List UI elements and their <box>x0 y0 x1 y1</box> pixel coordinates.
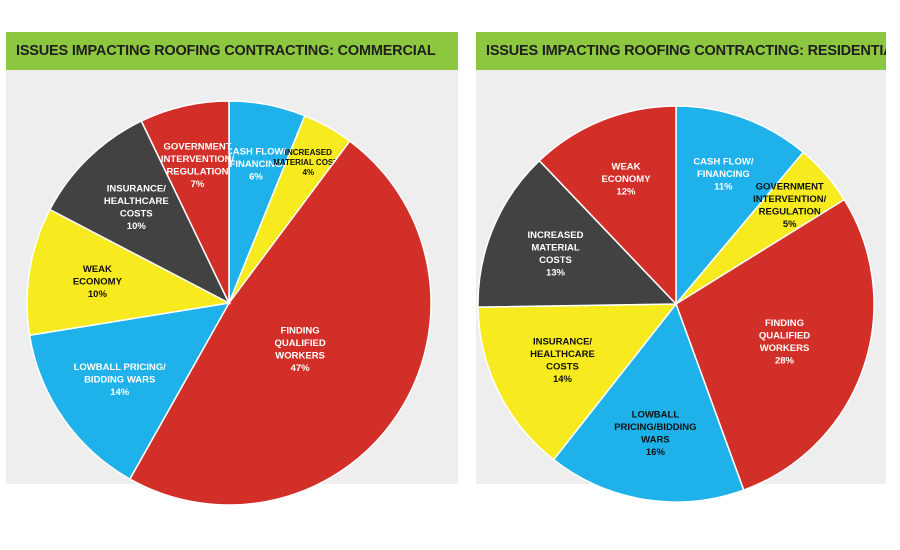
residential-slice-value-4: 14% <box>553 374 573 385</box>
residential-slice-value-3: 16% <box>646 447 666 458</box>
commercial-slice-label-3: LOWBALL PRICING/BIDDING WARS 14% <box>74 362 167 398</box>
residential-slice-label-line: LOWBALL <box>632 409 680 420</box>
commercial-slice-value-3: 14% <box>110 387 130 398</box>
residential-slice-label-line: INCREASED <box>528 230 584 241</box>
commercial-slice-label-line: INCREASED <box>285 148 332 157</box>
commercial-slice-label-line: WEAK <box>83 264 112 275</box>
commercial-slice-3 <box>28 302 231 481</box>
residential-slice-value-5: 13% <box>546 267 566 278</box>
residential-slice-label-0: CASH FLOW/FINANCING 11% <box>693 156 754 192</box>
commercial-slice-value-1: 4% <box>303 168 315 177</box>
commercial-slice-label-2: FINDING QUALIFIED WORKERS 47% <box>274 326 325 375</box>
residential-slice-value-1: 5% <box>783 219 797 230</box>
commercial-slice-label-6: GOVERNMENT INTERVENTION/REGULATION 7% <box>161 141 235 190</box>
commercial-slice-label-line: FINANCING <box>230 159 283 170</box>
residential-slice-label-line: INSURANCE/ <box>533 337 592 348</box>
residential-slice-label-line: PRICING/BIDDING <box>614 422 696 433</box>
residential-slice-label-3: LOWBALL PRICING/BIDDING WARS 16% <box>614 409 696 458</box>
commercial-slice-value-6: 7% <box>191 179 205 190</box>
residential-slice-label-line: WORKERS <box>760 343 810 354</box>
commercial-slice-label-line: INTERVENTION/ <box>161 154 235 165</box>
residential-slice-label-line: CASH FLOW/ <box>693 156 754 167</box>
residential-slice-label-4: INSURANCE/HEALTHCARE COSTS 14% <box>530 337 595 386</box>
commercial-slice-label-line: CASH FLOW/ <box>226 147 287 158</box>
residential-slice-label-line: WEAK <box>611 162 640 173</box>
commercial-slice-value-2: 47% <box>291 363 311 374</box>
residential-slice-0 <box>675 105 805 307</box>
commercial-slice-label-line: REGULATION <box>166 166 228 177</box>
commercial-slice-5 <box>48 119 231 305</box>
residential-slice-3 <box>552 302 745 503</box>
commercial-slice-label-line: QUALIFIED <box>274 338 325 349</box>
residential-slice-label-line: INTERVENTION/ <box>753 194 827 205</box>
residential-slice-label-line: COSTS <box>546 362 579 373</box>
commercial-slice-label-line: COSTS <box>120 209 153 220</box>
commercial-slice-label-line: BIDDING WARS <box>84 374 155 385</box>
residential-slice-5 <box>477 159 678 308</box>
commercial-slice-label-1: INCREASED MATERIAL COSTS 4% <box>273 148 344 177</box>
commercial-slice-label-line: GOVERNMENT <box>163 141 231 152</box>
commercial-slice-4 <box>26 208 232 337</box>
residential-slice-label-line: REGULATION <box>759 207 821 218</box>
residential-slice-label-1: GOVERNMENT INTERVENTION/REGULATION 5% <box>753 182 827 231</box>
commercial-slice-2 <box>128 140 432 506</box>
commercial-slice-value-5: 10% <box>127 221 147 232</box>
residential-slice-6 <box>538 105 677 306</box>
commercial-slice-label-line: ECONOMY <box>73 277 123 288</box>
residential-slice-2 <box>675 198 875 492</box>
residential-slice-label-line: WARS <box>641 434 670 445</box>
residential-slice-4 <box>477 303 678 461</box>
residential-slice-label-6: WEAK ECONOMY 12% <box>601 162 651 198</box>
residential-slice-label-5: INCREASED MATERIAL COSTS 13% <box>528 230 584 278</box>
residential-slice-label-2: FINDING QUALIFIED WORKERS 28% <box>759 318 810 367</box>
commercial-slice-label-5: INSURANCE/HEALTHCARE COSTS 10% <box>104 184 169 233</box>
commercial-slice-value-4: 10% <box>88 289 108 300</box>
commercial-slice-label-line: LOWBALL PRICING/ <box>74 362 167 373</box>
commercial-slice-value-0: 6% <box>249 172 263 183</box>
residential-pie-chart: CASH FLOW/FINANCING 11% GOVERNMENT INTERVEN… <box>477 105 875 503</box>
commercial-chart-panel: ISSUES IMPACTING ROOFING CONTRACTING: CO… <box>6 32 458 506</box>
residential-chart-panel: ISSUES IMPACTING ROOFING CONTRACTING: RE… <box>476 32 886 503</box>
commercial-chart-title: ISSUES IMPACTING ROOFING CONTRACTING: CO… <box>6 32 458 70</box>
commercial-slice-label-line: HEALTHCARE <box>104 196 169 207</box>
residential-slice-value-2: 28% <box>775 355 795 366</box>
commercial-pie-chart: CASH FLOW/FINANCING 6% INCREASED MATERIAL C… <box>26 100 432 506</box>
residential-slice-label-line: FINANCING <box>697 169 750 180</box>
residential-slice-label-line: HEALTHCARE <box>530 349 595 360</box>
residential-chart-title: ISSUES IMPACTING ROOFING CONTRACTING: RE… <box>476 32 886 70</box>
residential-slice-label-line: MATERIAL <box>531 242 580 253</box>
residential-slice-label-line: GOVERNMENT <box>756 182 824 193</box>
residential-slice-label-line: FINDING <box>765 318 804 329</box>
commercial-slice-6 <box>140 100 230 304</box>
commercial-slice-label-4: WEAK ECONOMY 10% <box>73 264 123 300</box>
commercial-slice-label-line: WORKERS <box>275 351 325 362</box>
commercial-slice-label-line: MATERIAL COSTS <box>273 158 344 167</box>
commercial-slice-label-line: FINDING <box>281 326 320 337</box>
commercial-slice-label-line: INSURANCE/ <box>107 184 166 195</box>
residential-slice-label-line: COSTS <box>539 255 572 266</box>
residential-slice-value-6: 12% <box>616 187 636 198</box>
residential-slice-label-line: ECONOMY <box>601 174 651 185</box>
commercial-slice-label-0: CASH FLOW/FINANCING 6% <box>226 147 287 183</box>
residential-slice-value-0: 11% <box>714 181 733 192</box>
residential-slice-label-line: QUALIFIED <box>759 330 810 341</box>
